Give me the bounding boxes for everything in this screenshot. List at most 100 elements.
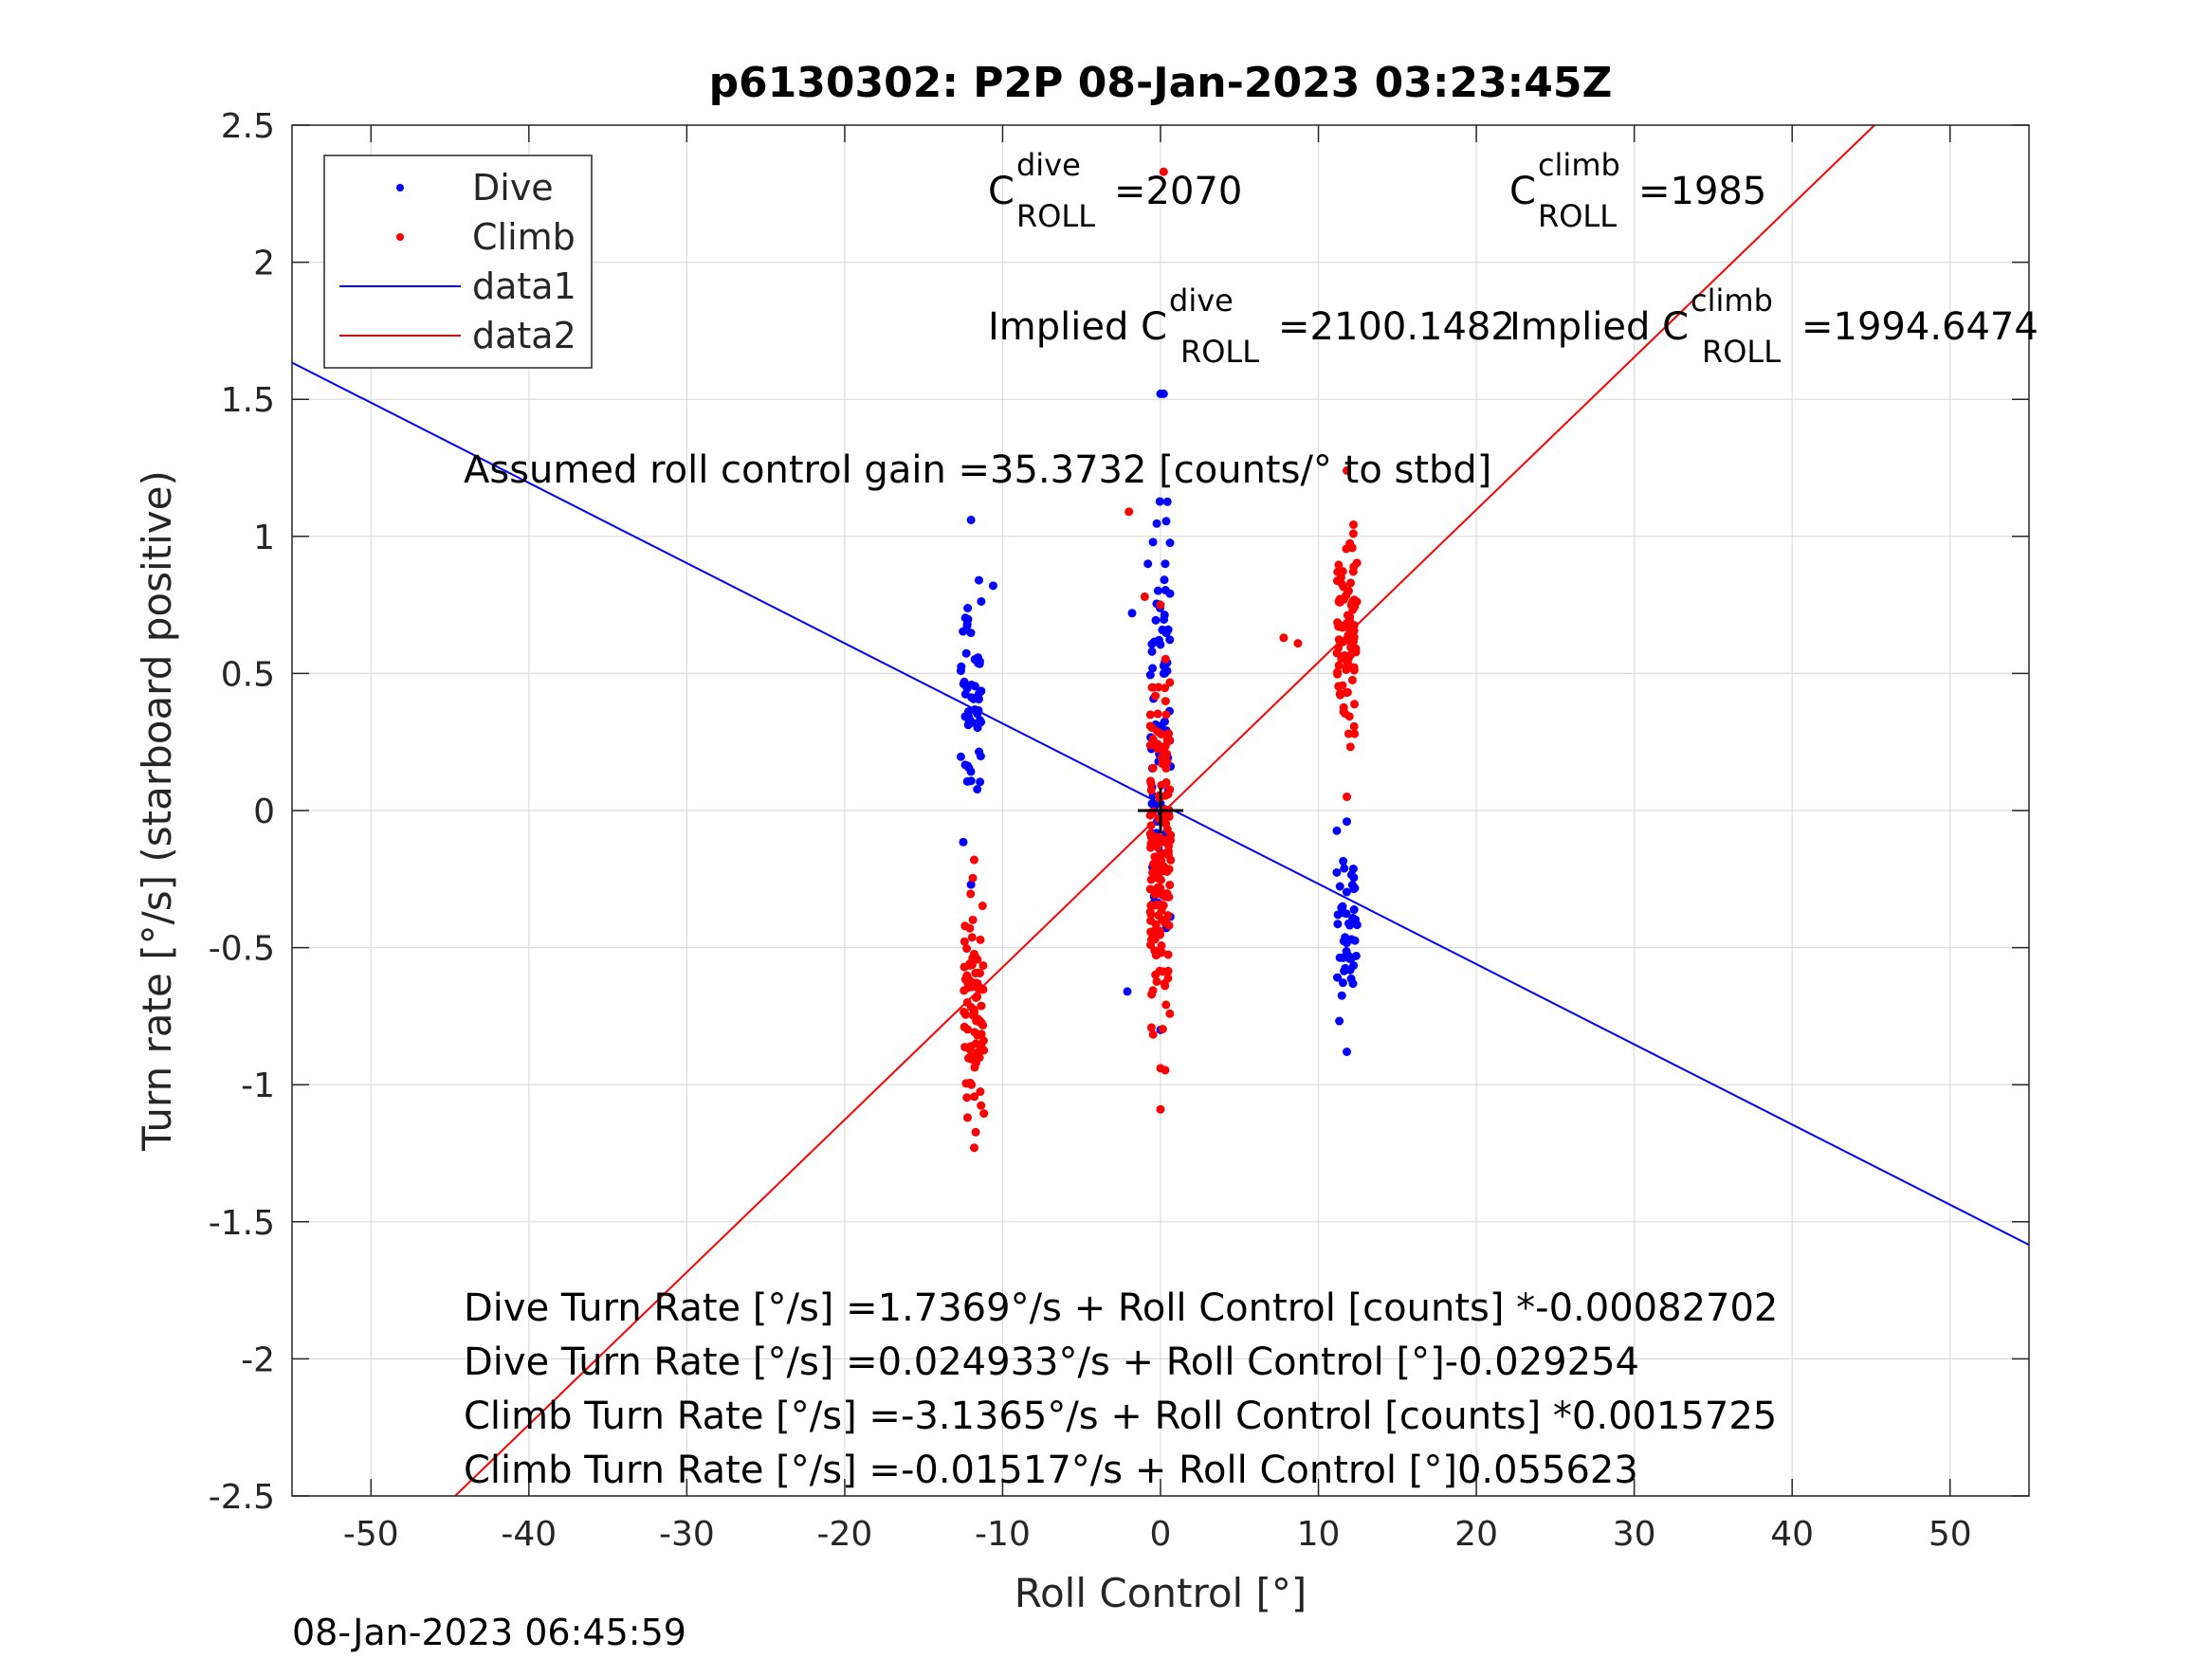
dive-point bbox=[973, 723, 982, 733]
dive-point bbox=[1342, 909, 1351, 919]
climb-point bbox=[1344, 586, 1353, 595]
climb-point bbox=[970, 1063, 979, 1072]
dive-point bbox=[1165, 538, 1175, 548]
climb-point bbox=[1155, 867, 1164, 877]
climb-point bbox=[977, 1001, 986, 1011]
dive-point bbox=[1349, 905, 1359, 915]
climb-point bbox=[1349, 636, 1359, 646]
dive-point bbox=[966, 515, 976, 524]
y-axis-label: Turn rate [°/s] (starboard positive) bbox=[134, 470, 180, 1152]
x-tick-label: -20 bbox=[817, 1515, 873, 1554]
climb-point bbox=[1344, 712, 1354, 721]
dive-point bbox=[1335, 882, 1344, 891]
dive-point bbox=[959, 627, 968, 636]
climb-point bbox=[977, 1030, 986, 1039]
climb-point bbox=[1160, 978, 1169, 988]
climb-point bbox=[975, 969, 984, 978]
climb-point bbox=[1349, 721, 1359, 731]
dive-point bbox=[1346, 870, 1356, 880]
dive-point bbox=[988, 581, 997, 591]
climb-point bbox=[1334, 643, 1344, 652]
x-tick-label: 10 bbox=[1297, 1515, 1341, 1554]
dive-point bbox=[1338, 978, 1347, 988]
y-tick-label: 2.5 bbox=[221, 107, 275, 146]
origin-crosshair bbox=[1138, 788, 1183, 833]
y-tick-label: 0.5 bbox=[221, 655, 275, 694]
climb-point bbox=[1153, 842, 1162, 851]
dive-point bbox=[1161, 517, 1171, 526]
dive-point bbox=[965, 715, 975, 724]
climb-point bbox=[1157, 940, 1166, 950]
dive-point bbox=[973, 785, 982, 794]
dive-point bbox=[1343, 953, 1352, 962]
climb-point bbox=[1338, 651, 1347, 661]
climb-point bbox=[1343, 659, 1352, 668]
climb-point bbox=[1157, 780, 1166, 790]
dive-point bbox=[1350, 936, 1360, 945]
climb-point bbox=[1165, 785, 1175, 794]
dive-point bbox=[1147, 647, 1157, 656]
climb-point bbox=[1348, 520, 1358, 529]
climb-point bbox=[1161, 1000, 1171, 1010]
climb-point bbox=[966, 889, 976, 899]
climb-point bbox=[1334, 661, 1344, 670]
dive-point bbox=[975, 657, 984, 666]
dive-point bbox=[959, 680, 968, 689]
y-tick-label: -1.5 bbox=[209, 1204, 275, 1243]
y-tick-label: -0.5 bbox=[209, 930, 275, 969]
c-roll-dive-label: Cdive ROLL bbox=[988, 147, 1095, 234]
climb-point bbox=[1165, 678, 1175, 687]
climb-point bbox=[1146, 821, 1156, 830]
climb-point bbox=[1152, 976, 1161, 986]
climb-point bbox=[1165, 881, 1175, 890]
fit-equation-climb-degrees: Climb Turn Rate [°/s] =-0.01517°/s + Rol… bbox=[464, 1449, 1638, 1492]
legend-data1-label: data1 bbox=[472, 265, 576, 307]
climb-point bbox=[976, 935, 985, 944]
dive-point bbox=[964, 707, 974, 717]
x-tick-label: -50 bbox=[343, 1515, 399, 1554]
dive-point bbox=[970, 682, 979, 691]
dive-point bbox=[1342, 887, 1351, 897]
climb-point bbox=[1349, 665, 1359, 675]
dive-point bbox=[1343, 1047, 1352, 1056]
climb-point bbox=[1151, 970, 1161, 979]
legend-dive-marker bbox=[396, 184, 404, 191]
climb-point bbox=[966, 1042, 976, 1051]
climb-point bbox=[1151, 691, 1161, 701]
legend-dive-label: Dive bbox=[472, 167, 554, 209]
climb-point bbox=[1345, 612, 1355, 622]
climb-point bbox=[1148, 735, 1158, 744]
climb-point bbox=[967, 1080, 977, 1089]
dive-point bbox=[1155, 497, 1164, 506]
legend-climb-label: Climb bbox=[472, 216, 576, 258]
dive-point bbox=[961, 648, 971, 658]
dive-point bbox=[1351, 915, 1361, 924]
dive-point bbox=[956, 666, 965, 676]
climb-point bbox=[1155, 850, 1164, 860]
climb-point bbox=[1148, 1030, 1158, 1039]
climb-point bbox=[1293, 639, 1303, 648]
dive-point bbox=[1340, 864, 1349, 873]
dive-point bbox=[974, 575, 983, 585]
climb-point bbox=[1342, 665, 1351, 674]
roll-gain-annotation: Assumed roll control gain =35.3732 [coun… bbox=[464, 448, 1491, 492]
climb-point bbox=[1345, 538, 1355, 548]
dive-point bbox=[1147, 639, 1157, 648]
dive-point bbox=[1154, 635, 1163, 645]
climb-point bbox=[1161, 757, 1171, 766]
climb-point bbox=[1150, 935, 1160, 944]
climb-point bbox=[1156, 884, 1165, 893]
climb-point bbox=[1145, 907, 1155, 917]
x-tick-label: 50 bbox=[1929, 1515, 1972, 1554]
dive-point bbox=[1163, 625, 1173, 634]
climb-point bbox=[1334, 682, 1344, 691]
dive-point bbox=[1145, 670, 1155, 680]
legend-box bbox=[323, 155, 593, 369]
y-tick-label: -2.5 bbox=[209, 1478, 275, 1517]
climb-point bbox=[1161, 791, 1170, 800]
climb-point bbox=[1140, 592, 1149, 601]
dive-point bbox=[1153, 586, 1162, 595]
climb-point bbox=[1350, 729, 1360, 738]
x-tick-label: 40 bbox=[1770, 1515, 1814, 1554]
